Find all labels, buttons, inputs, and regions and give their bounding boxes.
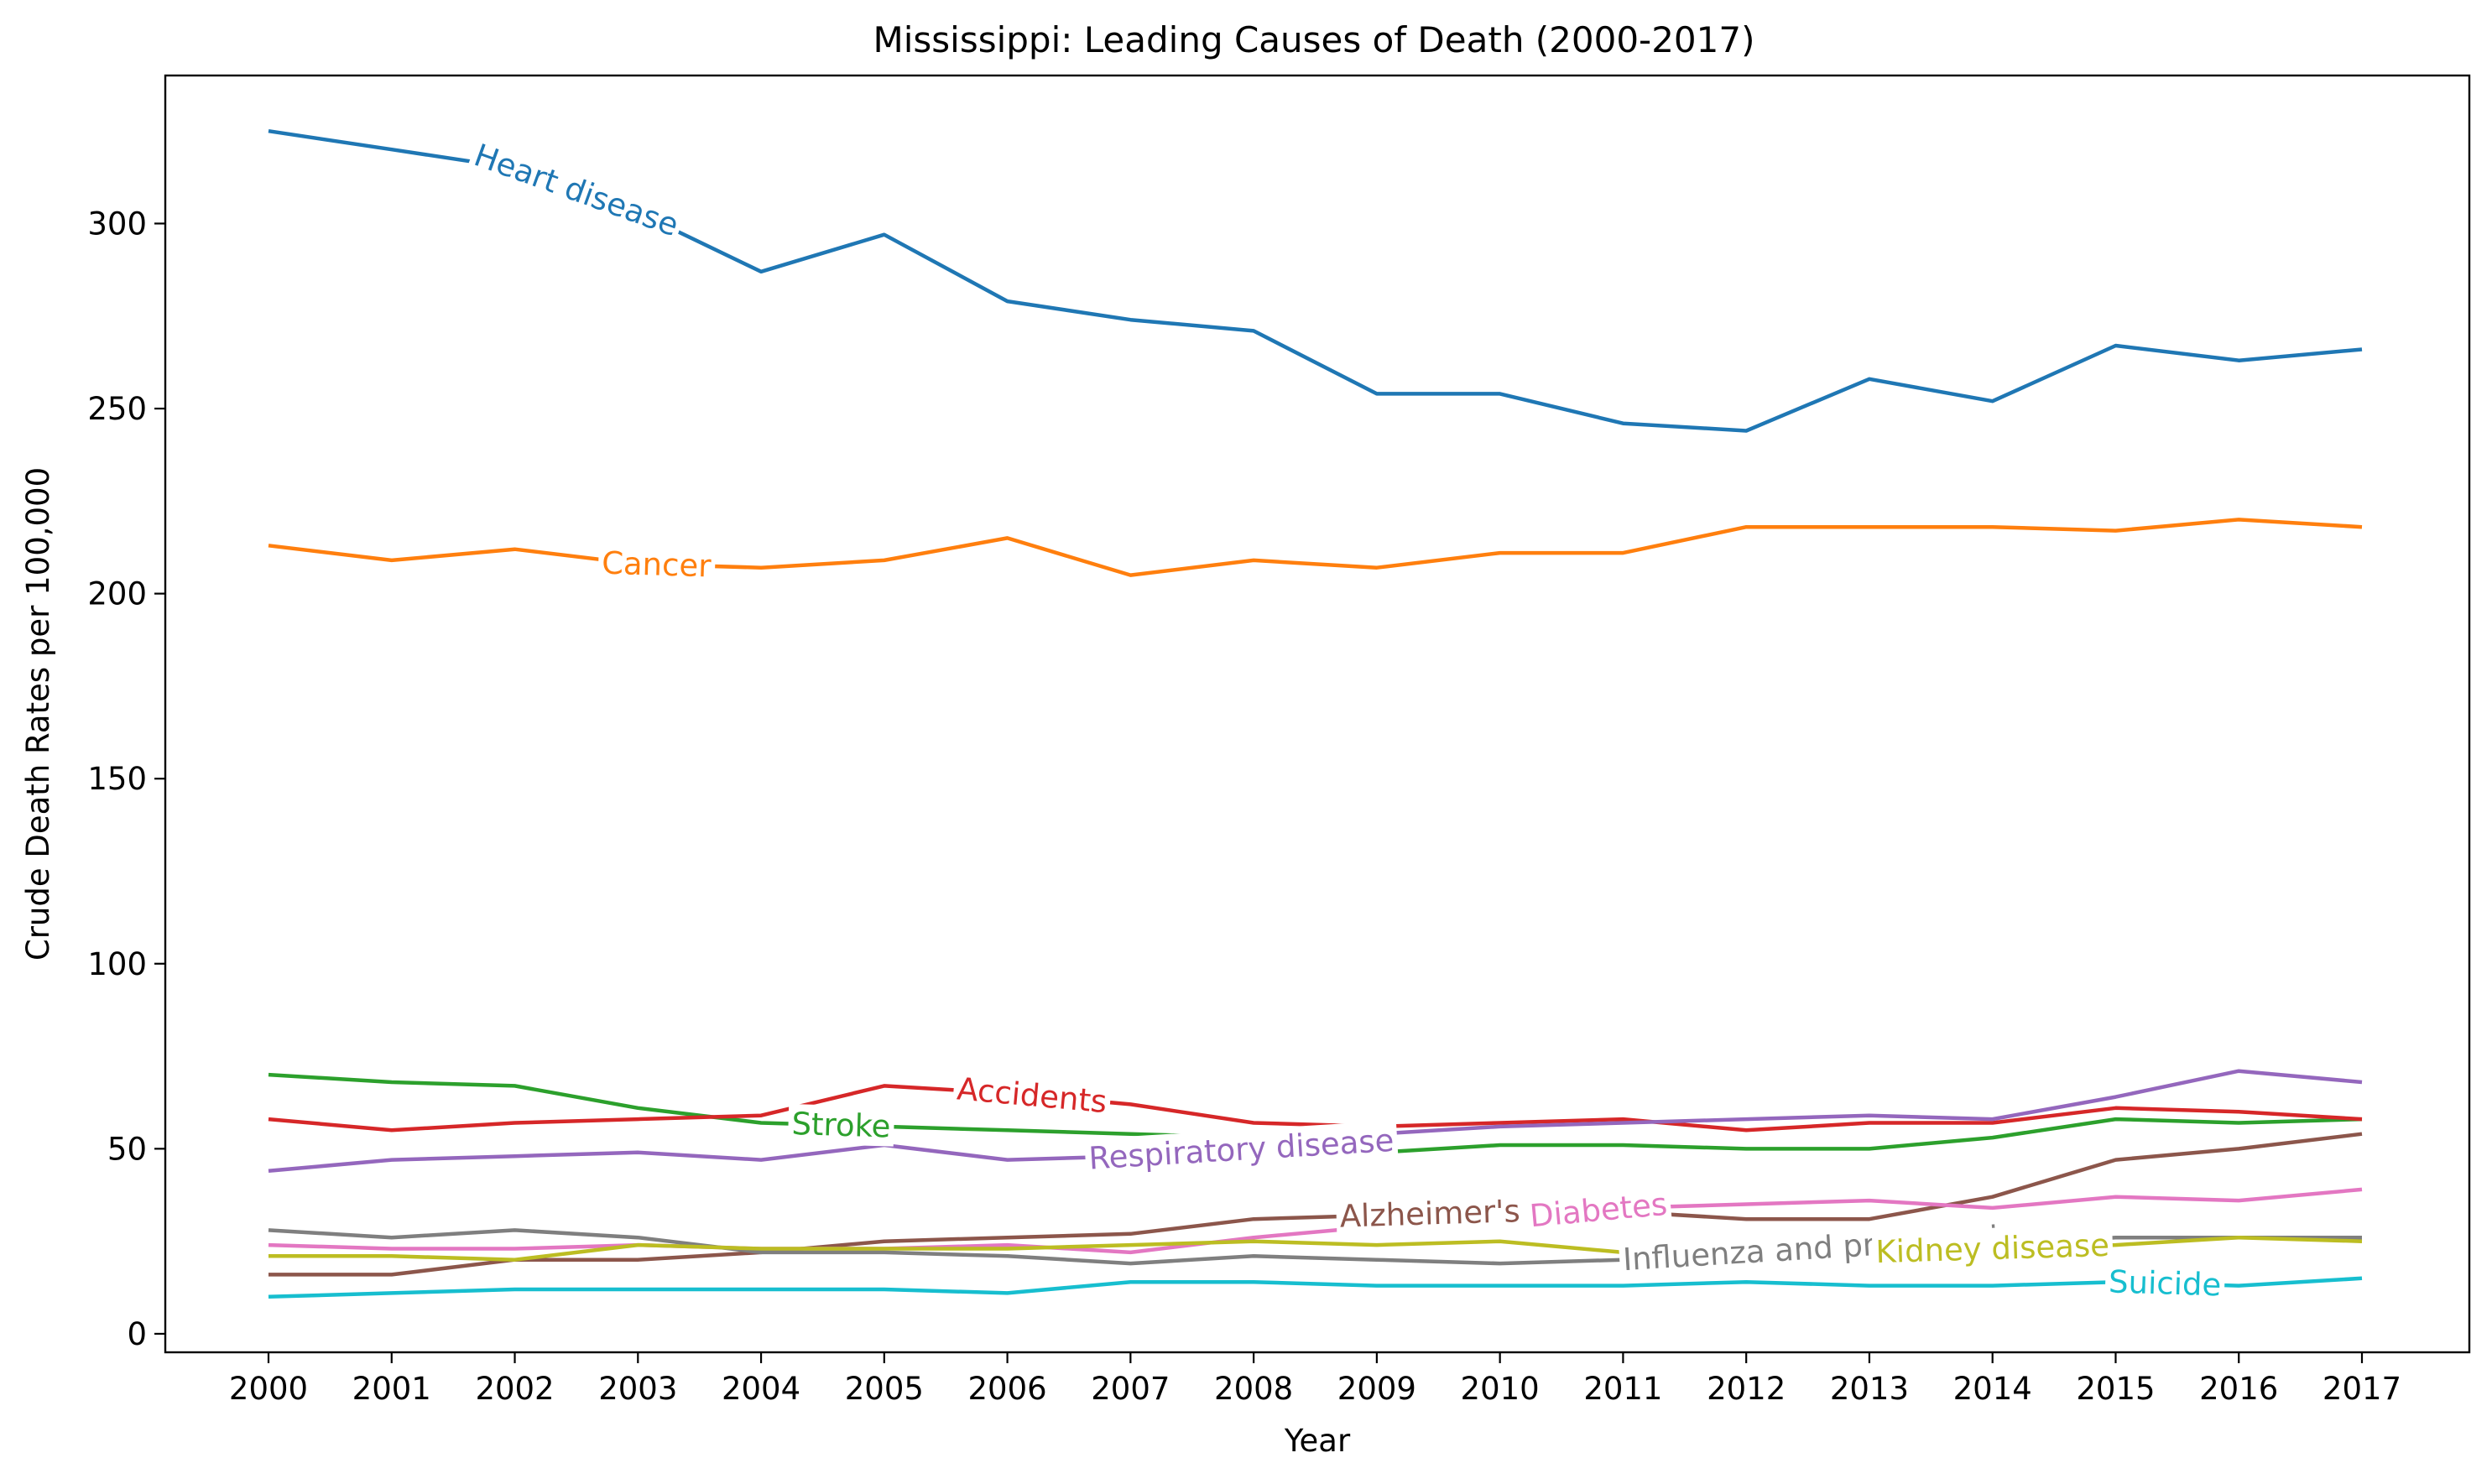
y-tick-label: 0 [127,1316,147,1352]
series-label-group-8: Kidney disease [1871,1225,2114,1273]
series-label-background [466,134,687,247]
series-label-background [597,543,716,586]
y-tick-label: 300 [87,206,147,242]
series-label-2: Stroke [791,1106,891,1145]
x-axis-label: Year [1284,1423,1351,1459]
x-tick-label: 2017 [2323,1371,2401,1407]
y-tick-label: 200 [87,576,147,612]
x-tick-label: 2013 [1830,1371,1909,1407]
x-tick-label: 2003 [598,1371,677,1407]
series-label-9: Suicide [2109,1263,2222,1303]
series-label-background [1871,1225,2114,1273]
x-tick-label: 2004 [722,1371,800,1407]
x-tick-label: 2002 [475,1371,554,1407]
x-tick-label: 2009 [1337,1371,1416,1407]
series-label-group-1: Cancer [597,543,716,586]
x-tick-label: 2006 [968,1371,1047,1407]
x-tick-label: 2011 [1583,1371,1662,1407]
series-label-background [787,1103,895,1147]
series-label-8: Kidney disease [1875,1227,2110,1270]
series-line-9 [268,1276,2363,1299]
x-tick-label: 2001 [352,1371,431,1407]
y-axis: 0 50 100 150 200 250 300 [87,206,165,1352]
x-tick-label: 2014 [1953,1371,2032,1407]
series-label-1: Cancer [602,545,712,585]
y-tick-label: 100 [87,946,147,982]
series-line-3 [268,1084,2363,1133]
x-tick-label: 2015 [2076,1371,2155,1407]
series-label-background [951,1068,1113,1122]
series-label-group-9: Suicide [2104,1262,2225,1305]
x-tick-label: 2007 [1091,1371,1170,1407]
y-tick-label: 250 [87,391,147,427]
series-label-background [2104,1262,2225,1305]
x-tick-label: 2000 [229,1371,308,1407]
x-tick-label: 2016 [2199,1371,2278,1407]
series-line-5 [268,1132,2363,1277]
chart-title: Mississippi: Leading Causes of Death (20… [873,19,1755,60]
x-tick-label: 2010 [1461,1371,1540,1407]
x-tick-label: 2005 [845,1371,924,1407]
plot-frame [164,74,2471,1354]
x-axis: 2000 2001 2002 2003 2004 2005 2006 2007 2008 2009… [229,1352,2401,1407]
series-label-group-2: Stroke [787,1103,895,1147]
y-axis-label: Crude Death Rates per 100,000 [20,467,56,961]
x-tick-label: 2008 [1214,1371,1293,1407]
x-tick-label: 2012 [1707,1371,1786,1407]
inline-labels: Heart diseaseCancerStrokeAccidentsRespir… [466,134,2225,1305]
series-label-background [1525,1184,1672,1237]
series-label-background [1084,1120,1399,1179]
y-tick-label: 150 [87,761,147,797]
y-tick-label: 50 [107,1131,147,1167]
